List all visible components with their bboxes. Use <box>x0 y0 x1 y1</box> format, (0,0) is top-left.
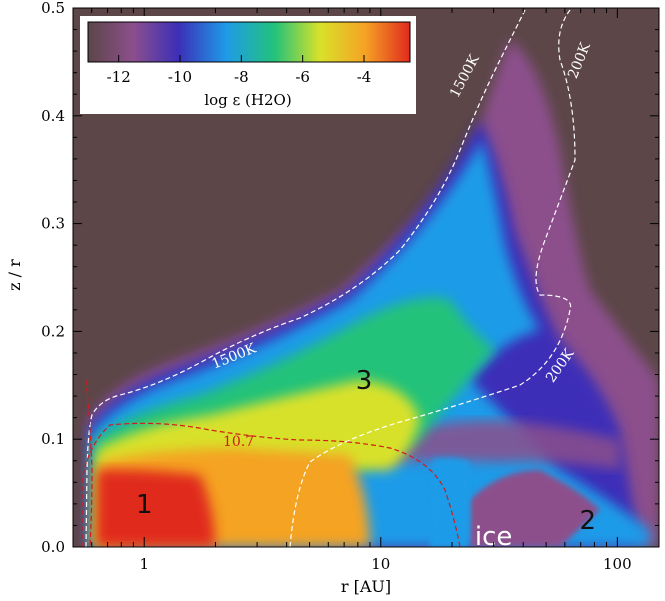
y-axis: 0.0 0.1 0.2 0.3 0.4 0.5 <box>41 0 659 556</box>
colorbar-label: log ε (H2O) <box>204 91 291 109</box>
region-label: 3 <box>356 366 373 396</box>
y-tick-label: 0.2 <box>41 322 65 340</box>
colorbar-scale <box>87 21 411 63</box>
heatmap-red-core <box>96 469 215 547</box>
contour-200k <box>289 9 576 547</box>
colorbar-tick-label: -6 <box>295 68 310 86</box>
contour-label-10-7: 10.7 <box>223 434 254 450</box>
y-tick-label: 0.3 <box>41 215 65 233</box>
y-tick-label: 0.1 <box>41 430 65 448</box>
contour-10-7 <box>81 422 461 547</box>
region-label: ice <box>475 522 513 552</box>
colorbar-ticks: -12 -10 -8 -6 -4 <box>107 55 372 86</box>
heatmap-ice-wedge <box>470 470 600 547</box>
colorbar-tick-label: -12 <box>107 68 131 86</box>
heatmap <box>73 8 659 547</box>
contour-10-7-left <box>85 379 93 547</box>
x-axis: 1 10 100 <box>91 8 632 573</box>
heatmap-blue-channel <box>430 457 470 547</box>
contour-1500k <box>85 9 526 547</box>
y-tick-label: 0.5 <box>41 0 65 17</box>
colorbar-tick-label: -8 <box>234 68 249 86</box>
region-label: 2 <box>580 506 597 536</box>
region-label: 1 <box>136 490 153 520</box>
y-tick-label: 0.0 <box>41 538 65 556</box>
plot-frame <box>72 7 660 548</box>
colorbar-tick-label: -10 <box>168 68 192 86</box>
colorbar: -12 -10 -8 -6 -4 log ε (H2O) <box>80 16 416 114</box>
x-tick-label: 1 <box>139 555 149 573</box>
x-axis-title: r [AU] <box>341 577 391 596</box>
x-tick-label: 100 <box>603 555 632 573</box>
x-tick-label: 10 <box>371 555 390 573</box>
colorbar-tick-label: -4 <box>357 68 372 86</box>
y-axis-title: z / r <box>5 259 24 291</box>
y-tick-label: 0.4 <box>41 107 65 125</box>
